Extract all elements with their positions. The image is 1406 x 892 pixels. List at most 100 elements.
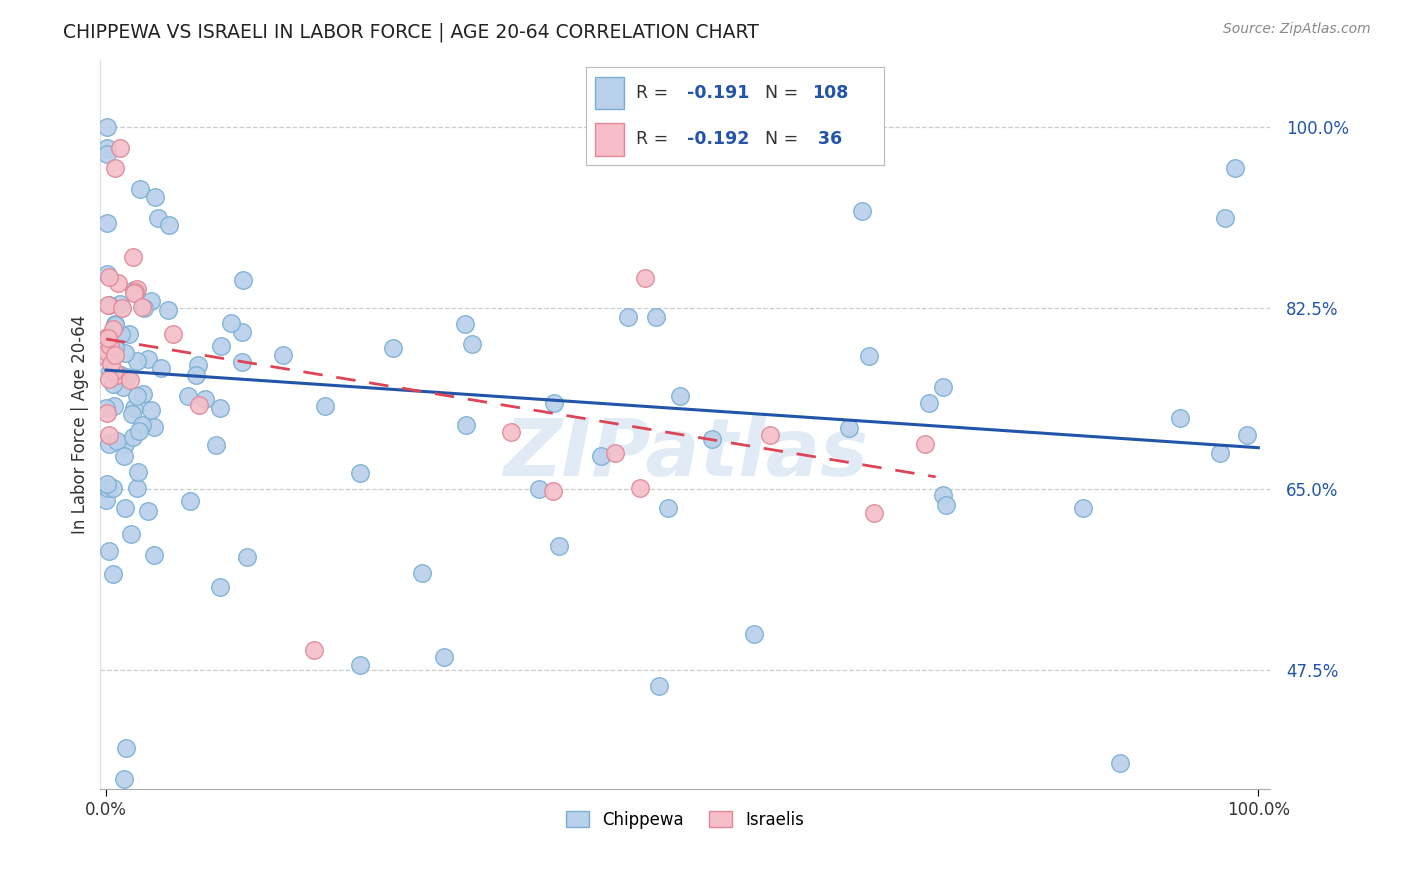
Point [918,396,941,410]
Point [838,421,860,435]
Point [125,389,148,403]
Point [103,567,125,582]
Point [100,339,122,353]
Point [118,327,141,342]
Point [98,270,121,285]
Point [460,337,482,351]
Point [231,355,253,369]
Point [114,346,136,360]
Point [1225,161,1247,176]
Point [1213,211,1236,225]
Point [125,481,148,495]
Point [231,325,253,339]
Point [547,539,569,553]
Point [118,373,141,387]
Point [205,438,228,452]
Point [115,369,138,384]
Point [96,267,118,281]
Point [96,140,118,154]
Point [122,430,145,444]
Point [108,140,131,154]
Point [122,286,145,301]
Point [454,418,477,433]
Point [96,216,118,230]
Point [110,326,132,341]
Point [103,399,125,413]
Point [382,341,405,355]
Point [131,418,153,433]
Point [411,566,433,580]
Point [143,189,166,203]
Point [932,380,955,394]
Point [141,403,163,417]
Point [128,424,150,438]
Point [603,446,626,460]
Point [219,316,242,330]
Point [108,297,131,311]
Point [349,466,371,480]
Point [96,401,118,415]
Point [96,330,118,344]
Point [97,298,120,312]
Point [112,772,135,786]
Point [314,399,336,413]
Point [104,341,127,355]
Point [104,318,127,332]
Point [628,481,651,495]
Point [122,401,145,416]
Point [103,348,125,362]
Point [236,550,259,565]
Point [114,436,136,450]
Point [101,481,124,495]
Point [1073,501,1095,516]
Point [103,364,125,378]
Point [100,357,122,371]
Point [208,580,231,594]
Point [188,398,211,412]
Point [433,650,456,665]
Point [98,372,121,386]
Point [657,501,679,516]
Point [1209,446,1232,460]
Point [179,494,201,508]
Point [96,120,118,134]
Point [1170,411,1192,425]
Point [851,203,873,218]
Point [136,351,159,366]
Text: Source: ZipAtlas.com: Source: ZipAtlas.com [1223,22,1371,37]
Point [124,283,146,297]
Point [349,658,371,673]
Point [101,377,124,392]
Text: CHIPPEWA VS ISRAELI IN LABOR FORCE | AGE 20-64 CORRELATION CHART: CHIPPEWA VS ISRAELI IN LABOR FORCE | AGE… [63,22,759,42]
Point [914,437,936,451]
Point [616,310,638,325]
Point [129,182,152,196]
Point [94,492,117,507]
Point [700,432,723,446]
Point [122,250,145,264]
Point [138,504,160,518]
Point [1236,428,1258,442]
Point [104,161,127,176]
Point [96,477,118,491]
Point [208,401,231,416]
Point [120,527,142,541]
Point [302,642,325,657]
Point [96,406,118,420]
Point [121,407,143,421]
Point [932,488,955,502]
Point [114,501,136,516]
Point [543,484,565,499]
Legend: Chippewa, Israelis: Chippewa, Israelis [560,805,811,836]
Point [105,434,128,448]
Point [124,285,146,300]
Point [150,360,173,375]
Point [527,482,550,496]
Point [114,740,136,755]
Point [194,392,217,406]
Point [935,498,957,512]
Point [453,317,475,331]
Point [97,481,120,495]
Point [146,211,169,226]
Point [271,348,294,362]
